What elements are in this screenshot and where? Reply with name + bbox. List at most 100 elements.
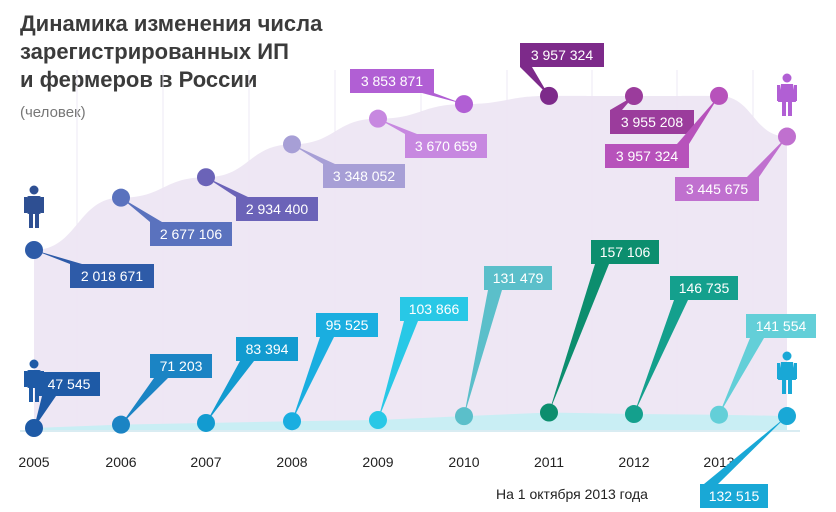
farmers-label-box — [700, 484, 768, 508]
male-farmer-icon — [24, 359, 44, 402]
farmers-point — [283, 412, 301, 431]
x-tick-label: 2009 — [362, 454, 393, 470]
farmers-label-box — [591, 240, 659, 264]
businesswoman-icon-leg — [782, 102, 786, 116]
female-farmer-icon — [777, 351, 797, 394]
title-line-1: Динамика изменения числа — [20, 11, 323, 36]
farmers-point — [455, 407, 473, 426]
female-farmer-icon-head — [782, 351, 792, 361]
farmers-value-label: 95 525 — [326, 317, 369, 333]
female-farmer-icon-leg — [788, 380, 792, 394]
farmers-value-label: 141 554 — [756, 318, 807, 334]
entrepreneurs-callout-pointer — [34, 250, 82, 264]
entrepreneurs-value-label: 3 853 871 — [361, 73, 423, 89]
male-farmer-icon-leg — [35, 388, 39, 402]
entrepreneurs-point — [625, 87, 643, 106]
businessman-icon-head — [29, 185, 39, 195]
businesswoman-icon-head — [782, 73, 792, 83]
farmers-callout-pointer — [34, 396, 56, 428]
x-tick-label: 2007 — [190, 454, 221, 470]
farmers-label-box — [150, 354, 212, 378]
farmers-value-label: 146 735 — [679, 280, 730, 296]
entrepreneurs-area — [34, 95, 787, 431]
farmers-callout-pointer — [464, 290, 502, 417]
farmers-area — [34, 412, 787, 432]
businessman-icon-arm — [41, 197, 44, 213]
entrepreneurs-label-box — [236, 197, 318, 221]
farmers-value-label: 157 106 — [600, 244, 651, 260]
entrepreneurs-value-label: 2 934 400 — [246, 201, 308, 217]
title-line-3: и фермеров в России — [20, 67, 258, 92]
entrepreneurs-label-box — [350, 69, 434, 93]
entrepreneurs-callout-pointer — [677, 95, 719, 144]
farmers-point — [540, 403, 558, 422]
x-tick-label: 2006 — [105, 454, 136, 470]
entrepreneurs-point — [25, 241, 43, 259]
entrepreneurs-callout-pointer — [206, 177, 248, 197]
entrepreneurs-value-label: 3 957 324 — [531, 47, 593, 63]
entrepreneurs-point — [197, 168, 215, 187]
farmers-callout-pointer — [292, 337, 334, 422]
farmers-label-box — [400, 297, 468, 321]
entrepreneurs-label-box — [520, 43, 604, 67]
entrepreneurs-label-box — [405, 134, 487, 158]
farmers-callout-pointer — [378, 321, 418, 421]
chart-subtitle: (человек) — [20, 104, 86, 121]
farmers-point — [778, 407, 796, 426]
x-axis-ticks: 2005 2006 2007 2008 2009 2010 2011 2012 2013 — [18, 454, 734, 470]
businesswoman-icon-arm — [777, 85, 780, 101]
title-line-2: зарегистрированных ИП — [20, 39, 289, 64]
businesswoman-icon-body — [778, 84, 796, 102]
farmers-point — [625, 405, 643, 424]
entrepreneurs-value-label: 3 445 675 — [686, 181, 748, 197]
entrepreneurs-point — [540, 86, 558, 105]
entrepreneurs-callout-pointer — [610, 96, 634, 110]
female-farmer-icon-arm — [794, 363, 797, 379]
farmers-point — [369, 411, 387, 430]
entrepreneurs-point — [369, 109, 387, 128]
farmers-value-label: 132 515 — [709, 488, 760, 504]
male-farmer-icon-body — [27, 370, 41, 388]
entrepreneurs-point — [283, 135, 301, 154]
entrepreneurs-callout-pointer — [520, 67, 549, 96]
entrepreneurs-point — [710, 86, 728, 105]
farmers-label-box — [670, 276, 738, 300]
male-farmer-icon-leg — [29, 388, 33, 402]
farmers-point — [710, 405, 728, 424]
farmers-label-box — [236, 337, 298, 361]
farmers-callout-pointer — [704, 416, 787, 484]
entrepreneurs-label-box — [605, 144, 689, 168]
businesswoman-icon-leg — [788, 102, 792, 116]
farmers-label-box — [746, 314, 816, 338]
chart-title: Динамика изменения числа зарегистрирован… — [20, 10, 380, 94]
footnote: На 1 октября 2013 года — [496, 486, 648, 502]
farmers-callout-pointer — [206, 361, 254, 423]
businessman-icon — [24, 185, 44, 228]
businessman-icon-leg — [29, 214, 33, 228]
farmers-callout-pointer — [634, 300, 688, 415]
entrepreneurs-value-label: 3 955 208 — [621, 114, 683, 130]
entrepreneurs-label-box — [70, 264, 154, 288]
entrepreneurs-label-box — [675, 177, 759, 201]
entrepreneurs-callout-pointer — [121, 197, 162, 222]
entrepreneurs-value-label: 3 348 052 — [333, 168, 395, 184]
x-tick-label: 2005 — [18, 454, 49, 470]
farmers-label-box — [484, 266, 552, 290]
farmers-callout-pointer — [549, 264, 609, 413]
farmers-callout-pointer — [121, 378, 168, 425]
farmers-label-box — [316, 313, 378, 337]
farmers-value-label: 131 479 — [493, 270, 544, 286]
farmers-series: 47 545 71 203 83 394 95 525 103 866 131 479 15… — [25, 240, 816, 508]
entrepreneurs-value-label: 2 018 671 — [81, 268, 143, 284]
x-tick-label: 2008 — [276, 454, 307, 470]
entrepreneurs-point — [778, 127, 796, 146]
farmers-point — [112, 415, 130, 434]
farmers-label-box — [38, 372, 100, 396]
entrepreneurs-callout-pointer — [292, 144, 335, 164]
businesswoman-icon-arm — [794, 85, 797, 101]
entrepreneurs-label-box — [323, 164, 405, 188]
entrepreneurs-callout-pointer — [378, 118, 417, 134]
farmers-value-label: 103 866 — [409, 301, 460, 317]
female-farmer-icon-leg — [782, 380, 786, 394]
farmers-callout-pointer — [719, 338, 764, 415]
